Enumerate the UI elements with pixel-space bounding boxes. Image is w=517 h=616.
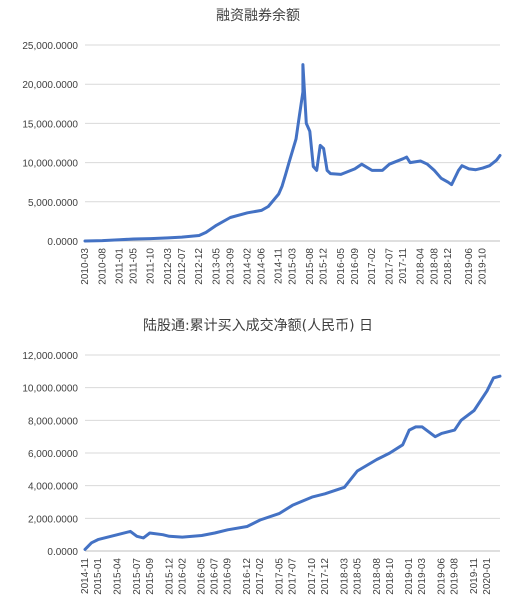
x-tick-label: 2014-06 xyxy=(256,248,267,285)
y-tick-label: 0.0000 xyxy=(47,547,78,558)
x-tick-label: 2015-12 xyxy=(164,558,175,595)
x-tick-label: 2015-04 xyxy=(112,558,123,595)
x-tick-label: 2016-12 xyxy=(242,558,253,595)
series-marks xyxy=(83,63,502,243)
series-line xyxy=(83,63,502,243)
x-tick-label: 2016-02 xyxy=(177,558,188,595)
x-tick-label: 2019-08 xyxy=(450,558,461,595)
x-tick-label: 2018-05 xyxy=(352,558,363,595)
x-tick-label: 2011-05 xyxy=(128,248,139,284)
chart-northbound-net-buy: 陆股通:累计买入成交净额(人民币) 日 0.0000 2,000.0000 4,00… xyxy=(22,317,502,595)
y-axis-ticks: 0.0000 5,000.0000 10,000.0000 15,000.0000 20… xyxy=(22,41,78,248)
x-tick-label: 2020-01 xyxy=(482,558,493,595)
x-tick-label: 2011-10 xyxy=(146,248,157,284)
x-tick-label: 2016-09 xyxy=(223,558,234,595)
x-tick-label: 2019-11 xyxy=(469,558,480,594)
x-tick-label: 2013-05 xyxy=(211,248,222,285)
x-tick-label: 2019-10 xyxy=(478,248,489,285)
y-tick-label: 8,000.0000 xyxy=(28,416,78,427)
x-tick-label: 2018-03 xyxy=(339,558,350,595)
x-axis-ticks: 2014-11 2015-01 2015-04 2015-07 2015-09 2015-… xyxy=(80,558,493,595)
x-tick-label: 2015-07 xyxy=(132,558,143,595)
y-tick-label: 10,000.0000 xyxy=(22,159,78,170)
x-tick-label: 2017-07 xyxy=(288,558,299,595)
chart-title: 陆股通:累计买入成交净额(人民币) 日 xyxy=(143,317,373,334)
y-tick-label: 6,000.0000 xyxy=(28,449,78,460)
x-tick-label: 2016-05 xyxy=(336,248,347,285)
x-tick-label: 2014-11 xyxy=(80,558,91,594)
y-tick-label: 10,000.0000 xyxy=(22,384,78,395)
x-tick-label: 2015-09 xyxy=(145,558,156,595)
x-tick-label: 2014-11 xyxy=(274,248,285,284)
y-axis-ticks: 0.0000 2,000.0000 4,000.0000 6,000.0000 8,00… xyxy=(22,351,78,558)
x-tick-label: 2015-01 xyxy=(93,558,104,595)
x-tick-label: 2010-03 xyxy=(80,248,91,285)
x-tick-label: 2014-02 xyxy=(243,248,254,285)
y-tick-label: 25,000.0000 xyxy=(22,41,78,52)
x-tick-label: 2012-07 xyxy=(177,248,188,285)
x-tick-label: 2012-12 xyxy=(194,248,205,285)
x-tick-label: 2015-12 xyxy=(319,248,330,285)
x-tick-label: 2017-11 xyxy=(398,248,409,284)
x-tick-label: 2017-12 xyxy=(320,558,331,595)
x-tick-label: 2016-07 xyxy=(210,558,221,595)
chart-margin-balance: 融资融券余额 0.0000 5,000.0000 10,000.0000 15,000… xyxy=(22,7,502,285)
x-tick-label: 2018-08 xyxy=(372,558,383,595)
x-axis-ticks: 2010-03 2010-08 2011-01 2011-05 2011-10 2012-… xyxy=(80,248,489,285)
y-tick-label: 5,000.0000 xyxy=(28,198,78,209)
x-tick-label: 2018-12 xyxy=(443,248,454,285)
gridlines xyxy=(85,354,500,519)
x-tick-label: 2018-08 xyxy=(429,248,440,285)
x-tick-label: 2018-10 xyxy=(385,558,396,595)
x-tick-label: 2017-02 xyxy=(255,558,266,595)
y-tick-label: 0.0000 xyxy=(47,237,78,248)
x-tick-label: 2018-04 xyxy=(415,248,426,285)
x-tick-label: 2019-06 xyxy=(464,248,475,285)
x-tick-label: 2015-08 xyxy=(305,248,316,285)
y-tick-label: 15,000.0000 xyxy=(22,119,78,130)
chart-title: 融资融券余额 xyxy=(216,7,300,24)
x-tick-label: 2019-03 xyxy=(417,558,428,595)
y-tick-label: 2,000.0000 xyxy=(28,514,78,525)
gridlines xyxy=(85,44,500,203)
x-tick-label: 2017-05 xyxy=(275,558,286,595)
x-tick-label: 2016-05 xyxy=(197,558,208,595)
x-tick-label: 2015-03 xyxy=(288,248,299,285)
x-tick-label: 2013-09 xyxy=(225,248,236,285)
x-tick-label: 2016-09 xyxy=(350,248,361,285)
y-tick-label: 12,000.0000 xyxy=(22,351,78,362)
series-marks xyxy=(83,374,502,551)
y-tick-label: 4,000.0000 xyxy=(28,482,78,493)
x-tick-label: 2010-08 xyxy=(97,248,108,285)
x-tick-label: 2011-01 xyxy=(115,248,126,284)
x-tick-label: 2012-03 xyxy=(163,248,174,285)
x-tick-label: 2019-06 xyxy=(437,558,448,595)
x-tick-label: 2017-07 xyxy=(384,248,395,285)
x-tick-label: 2017-10 xyxy=(307,558,318,595)
y-tick-label: 20,000.0000 xyxy=(22,80,78,91)
x-tick-label: 2017-02 xyxy=(367,248,378,285)
x-tick-label: 2019-01 xyxy=(404,558,415,595)
series-line xyxy=(83,374,502,551)
